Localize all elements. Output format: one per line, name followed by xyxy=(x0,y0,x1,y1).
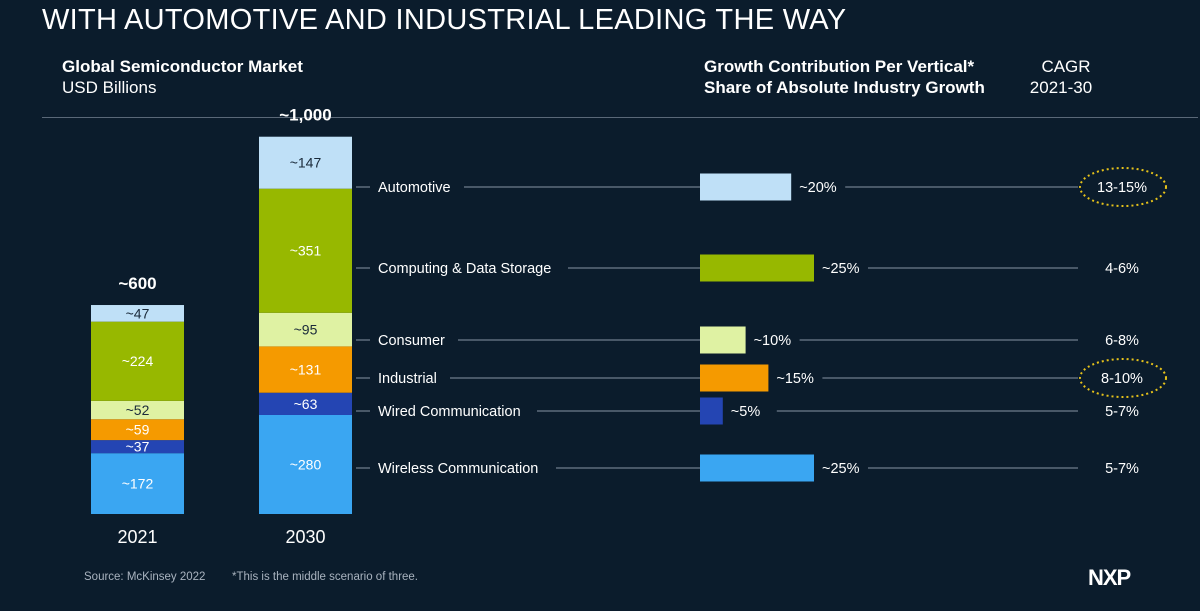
bar-total-2030: ~1,000 xyxy=(279,106,331,125)
right-subheading: Share of Absolute Industry Growth xyxy=(704,78,985,97)
row-label-industrial: Industrial xyxy=(378,371,437,387)
cagr-highlight-industrial xyxy=(1079,358,1167,398)
growth-bar-computing-data-storage xyxy=(700,254,814,282)
growth-bar-consumer xyxy=(700,326,746,354)
row-label-consumer: Consumer xyxy=(378,333,445,349)
bar-segment-wireless-communication-2021 xyxy=(91,453,184,514)
growth-value-automotive: ~20% xyxy=(799,180,837,196)
growth-bar-automotive xyxy=(700,173,792,201)
header-divider xyxy=(42,117,1198,118)
cagr-value-consumer: 6-8% xyxy=(1105,333,1139,349)
cagr-value-wireless-communication: 5-7% xyxy=(1105,461,1139,477)
right-heading: Growth Contribution Per Vertical* xyxy=(704,57,975,76)
bar-segment-automotive-2021 xyxy=(91,305,184,322)
bar-label-industrial-2021: ~59 xyxy=(126,422,150,438)
x-tick-2030: 2030 xyxy=(285,527,325,547)
bar-segment-wireless-communication-2030 xyxy=(259,414,352,514)
bar-label-computing-data-storage-2030: ~351 xyxy=(290,243,322,259)
bar-label-consumer-2030: ~95 xyxy=(294,322,318,338)
growth-bar-wired-communication xyxy=(700,397,723,425)
cagr-value-wired-communication: 5-7% xyxy=(1105,404,1139,420)
cagr-heading: CAGR xyxy=(1041,57,1091,76)
bar-segment-industrial-2021 xyxy=(91,419,184,441)
growth-bar-industrial xyxy=(700,364,769,392)
bar-label-wired-communication-2030: ~63 xyxy=(294,396,318,412)
source-note: Source: McKinsey 2022 xyxy=(84,571,206,583)
bar-total-2021: ~600 xyxy=(118,274,156,293)
row-label-computing-data-storage: Computing & Data Storage xyxy=(378,261,551,277)
growth-value-computing-data-storage: ~25% xyxy=(822,261,860,277)
cagr-period: 2021-30 xyxy=(1029,78,1093,97)
bar-segment-wired-communication-2021 xyxy=(91,440,184,454)
row-label-wired-communication: Wired Communication xyxy=(378,404,521,420)
bar-label-wired-communication-2021: ~37 xyxy=(126,439,150,455)
left-subheading: USD Billions xyxy=(62,78,157,97)
growth-value-consumer: ~10% xyxy=(754,333,792,349)
cagr-value-industrial: 8-10% xyxy=(1101,371,1143,387)
bar-label-automotive-2021: ~47 xyxy=(126,305,150,321)
bar-label-computing-data-storage-2021: ~224 xyxy=(122,353,154,369)
nxp-logo-text: NXP xyxy=(1088,566,1131,588)
growth-value-wired-communication: ~5% xyxy=(731,404,761,420)
cagr-highlight-automotive xyxy=(1079,167,1167,207)
bar-label-industrial-2030: ~131 xyxy=(290,362,322,378)
growth-value-wireless-communication: ~25% xyxy=(822,461,860,477)
row-label-automotive: Automotive xyxy=(378,180,451,196)
bar-label-wireless-communication-2030: ~280 xyxy=(290,456,322,472)
growth-bar-wireless-communication xyxy=(700,454,814,482)
row-label-wireless-communication: Wireless Communication xyxy=(378,461,538,477)
bar-segment-wired-communication-2030 xyxy=(259,392,352,415)
cagr-value-computing-data-storage: 4-6% xyxy=(1105,261,1139,277)
bar-segment-computing-data-storage-2030 xyxy=(259,188,352,313)
bar-segment-consumer-2021 xyxy=(91,400,184,420)
bar-segment-computing-data-storage-2021 xyxy=(91,321,184,401)
bar-segment-consumer-2030 xyxy=(259,312,352,347)
bar-label-wireless-communication-2021: ~172 xyxy=(122,476,154,492)
bar-segment-industrial-2030 xyxy=(259,346,352,393)
nxp-logo: NXP xyxy=(1088,566,1132,588)
bar-segment-automotive-2030 xyxy=(259,136,352,189)
slide-title: WITH AUTOMOTIVE AND INDUSTRIAL LEADING T… xyxy=(42,4,847,36)
bar-label-consumer-2021: ~52 xyxy=(126,402,150,418)
bar-label-automotive-2030: ~147 xyxy=(290,155,322,171)
left-heading: Global Semiconductor Market xyxy=(62,57,303,76)
cagr-value-automotive: 13-15% xyxy=(1097,180,1147,196)
x-tick-2021: 2021 xyxy=(117,527,157,547)
scenario-footnote: *This is the middle scenario of three. xyxy=(232,571,419,583)
growth-value-industrial: ~15% xyxy=(776,371,814,387)
